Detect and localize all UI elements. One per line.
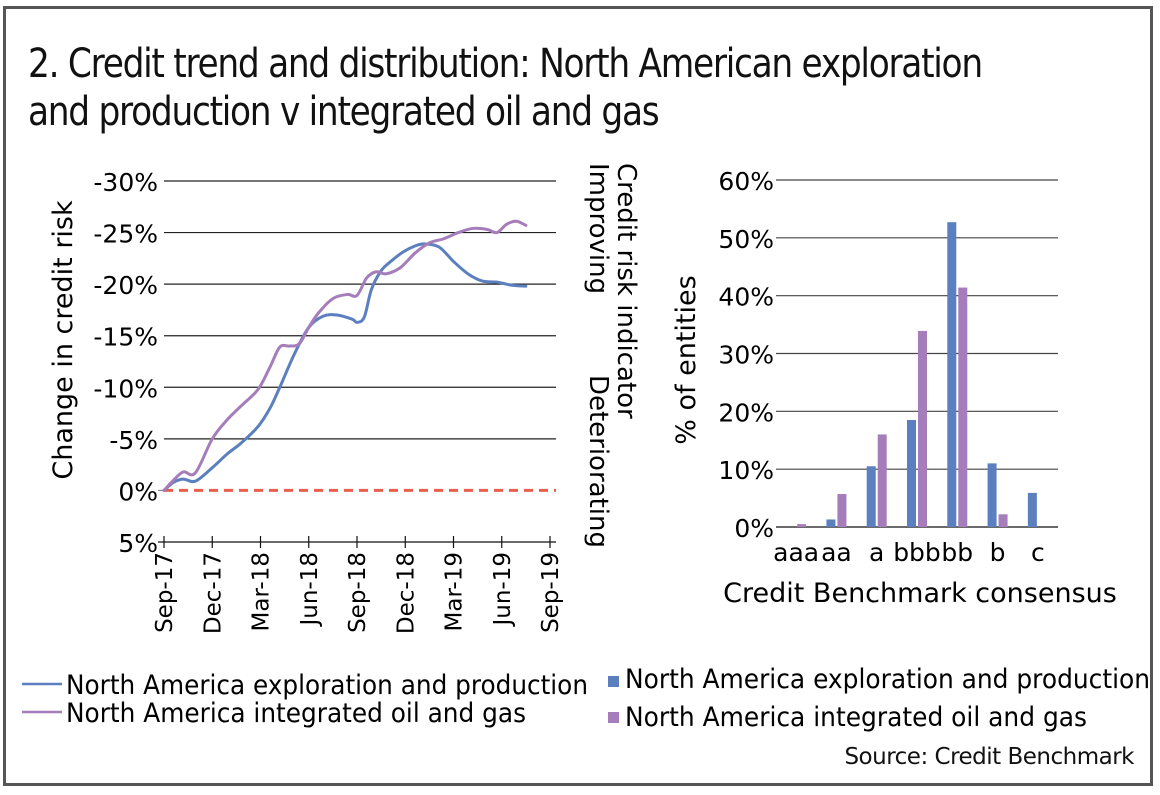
source-note: Source: Credit Benchmark (844, 744, 1134, 770)
line-x-tick-label: Jun-19 (490, 552, 516, 628)
legend-line-integrated-label: North America integrated oil and gas (66, 698, 526, 729)
legend-line-exploration: North America exploration and production (22, 670, 588, 701)
bar-integrated (837, 494, 847, 527)
line-x-tick-label: Sep-19 (538, 552, 564, 633)
bar-chart: 0%10%20%30%40%50%60% aaa aa a bbb bb b c % of … (671, 167, 1117, 609)
legend-bar-exploration: North America exploration and production (608, 664, 1150, 695)
bar-y-tick-label: 50% (718, 225, 774, 254)
line-y-tick-label: -10% (93, 374, 158, 403)
bar-exploration (826, 519, 836, 527)
legend-bar-integrated-label: North America integrated oil and gas (625, 702, 1087, 733)
series-line-integrated (162, 219, 528, 492)
line-y-tick-label: -25% (93, 220, 158, 249)
right-axis-label: Credit risk indicator (611, 163, 641, 419)
bar-x-tick-label: bb (941, 538, 973, 567)
bar-integrated (958, 287, 968, 527)
bar-y-tick-label: 10% (718, 456, 774, 485)
line-x-tick-label: Sep-17 (152, 552, 178, 633)
bar-integrated (998, 514, 1008, 527)
line-y-tick-label: -15% (93, 323, 158, 352)
line-x-tick-label: Mar-19 (442, 552, 468, 632)
right-axis-deteriorating-label: Deteriorating (583, 375, 613, 548)
bar-integrated (797, 524, 807, 527)
chart-title: 2. Credit trend and distribution: North … (28, 41, 983, 135)
line-x-tick-label: Dec-17 (200, 552, 226, 634)
legend-line-integrated: North America integrated oil and gas (22, 698, 526, 729)
line-y-axis-label: Change in credit risk (48, 200, 79, 480)
line-x-tick-label: Dec-18 (393, 552, 419, 634)
bar-y-tick-label: 60% (718, 167, 774, 196)
bar-y-tick-label: 30% (718, 341, 774, 370)
bar-y-axis-label: % of entities (671, 275, 702, 444)
bar-integrated (918, 330, 927, 527)
bar-x-tick-label: a (869, 538, 884, 567)
line-y-tick-label: -20% (93, 271, 158, 300)
bar-y-tick-label: 20% (718, 398, 774, 427)
line-y-tick-label: -5% (109, 426, 158, 455)
legend-line-exploration-label: North America exploration and production (66, 670, 588, 701)
bar-exploration (947, 222, 957, 527)
legend-bar-exploration-label: North America exploration and production (625, 664, 1150, 695)
line-x-tick-label: Sep-18 (345, 552, 371, 633)
bar-x-tick-label: b (990, 538, 1006, 567)
legend-bar-integrated: North America integrated oil and gas (608, 702, 1087, 733)
bar-y-tick-label: 0% (734, 514, 774, 543)
bar-y-tick-label: 40% (718, 283, 774, 312)
bar-x-tick-label: bbb (893, 538, 941, 567)
line-y-tick-label: 5% (118, 529, 158, 558)
bar-exploration (987, 463, 997, 527)
bar-integrated (877, 434, 887, 527)
legend: North America exploration and production… (22, 664, 1150, 733)
series-line-exploration (162, 242, 528, 492)
line-x-tick-label: Jun-18 (297, 552, 323, 628)
bar-exploration (907, 420, 916, 527)
bar-x-axis-label: Credit Benchmark consensus (723, 578, 1117, 609)
right-axis-improving-label: Improving (583, 163, 613, 294)
line-y-tick-label: -30% (93, 168, 158, 197)
bar-x-tick-label: c (1031, 538, 1045, 567)
bar-x-tick-label: aaa (773, 538, 819, 567)
line-x-tick-label: Mar-18 (249, 552, 275, 632)
bar-exploration (1027, 492, 1037, 527)
bar-exploration (866, 466, 876, 527)
line-chart: -30% -25% -20% -15% -10% -5% 0% 5% Sep-17 Dec-17… (48, 163, 641, 634)
line-y-tick-label: 0% (118, 477, 158, 506)
bar-x-tick-label: aa (821, 538, 852, 567)
